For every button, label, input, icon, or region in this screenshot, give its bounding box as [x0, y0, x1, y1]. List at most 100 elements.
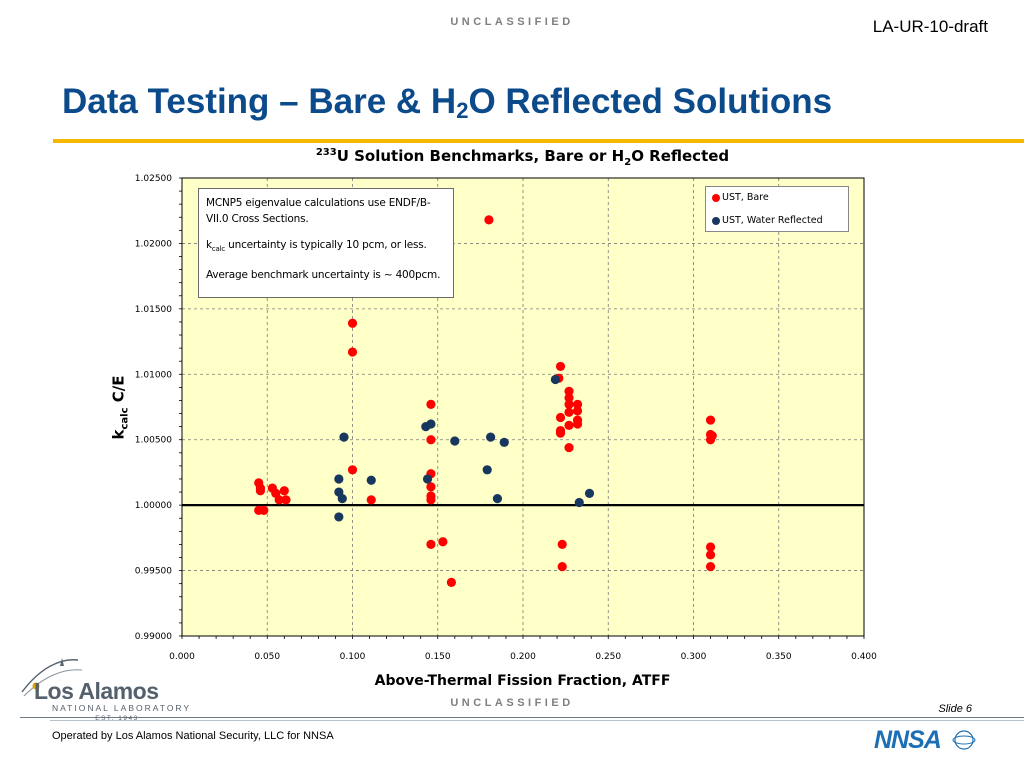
data-point-bare [564, 407, 574, 417]
data-point-reflected [482, 465, 492, 475]
data-point-reflected [486, 432, 496, 442]
data-point-bare [555, 412, 566, 423]
y-tick-label: 1.02000 [135, 239, 172, 249]
x-tick-label: 0.150 [425, 652, 451, 662]
title-divider [53, 139, 1024, 143]
data-point-bare [281, 495, 291, 505]
data-point-bare [564, 399, 574, 409]
data-point-bare [279, 486, 289, 496]
data-point-bare [572, 399, 583, 409]
y-tick-label: 1.00000 [135, 501, 172, 511]
lab-name: Los Alamos [34, 678, 159, 704]
data-point-bare [572, 406, 583, 416]
data-point-reflected [426, 419, 436, 429]
x-tick-label: 0.050 [254, 652, 280, 662]
data-point-bare [555, 361, 566, 372]
nnsa-logo-icon [952, 730, 976, 750]
data-point-bare [557, 539, 567, 550]
annotation-line-benchmark: Average benchmark uncertainty is ~ 400pc… [206, 269, 441, 282]
y-tick-label: 0.99500 [135, 567, 172, 577]
nnsa-logo-text: NNSA [874, 726, 942, 754]
data-point-bare [705, 550, 716, 560]
x-axis-label: Above-Thermal Fission Fraction, ATFF [374, 673, 671, 689]
x-tick-label: 0.350 [766, 652, 792, 662]
data-point-bare [426, 399, 436, 409]
chart-legend: UST, Bare UST, Water Reflected [705, 186, 849, 232]
legend-marker-reflected [712, 217, 720, 225]
data-point-reflected [450, 436, 460, 446]
data-point-bare [572, 419, 583, 429]
slide-title-main: Data Testing – Bare & H [62, 82, 457, 121]
data-point-bare [564, 393, 574, 403]
chart-title-mid: U Solution Benchmarks, Bare or H [336, 147, 625, 165]
data-point-bare [438, 537, 448, 547]
x-tick-label: 0.300 [681, 652, 707, 662]
x-tick-label: 0.400 [851, 652, 877, 662]
legend-label-reflected: UST, Water Reflected [722, 215, 823, 226]
data-point-reflected [334, 474, 344, 484]
lab-established: EST. 1943 [95, 715, 139, 722]
data-point-bare [564, 442, 574, 453]
data-point-reflected [584, 488, 595, 498]
classification-banner-bottom: UNCLASSIFIED [450, 697, 574, 709]
data-point-bare [259, 505, 269, 515]
data-point-bare [347, 347, 358, 357]
data-point-bare [564, 420, 574, 430]
footer-divider-secondary [50, 720, 1024, 721]
data-point-reflected [492, 494, 503, 504]
y-tick-label: 1.01500 [135, 305, 172, 315]
data-point-bare [557, 562, 567, 572]
legend-marker-bare [712, 194, 720, 202]
data-point-bare [366, 495, 376, 505]
lab-subtitle: NATIONAL LABORATORY [52, 703, 192, 713]
annotation-line-kcalc: kcalc uncertainty is typically 10 pcm, o… [206, 237, 446, 257]
x-tick-label: 0.200 [510, 652, 536, 662]
slide-number: Slide 6 [938, 703, 972, 715]
legend-label-bare: UST, Bare [722, 192, 769, 203]
annotation-kcalc-subscript: calc [211, 245, 226, 254]
data-point-bare [555, 428, 566, 438]
slide-title: Data Testing – Bare & H2O Reflected Solu… [62, 82, 832, 124]
data-point-bare [255, 483, 266, 493]
y-tick-label: 0.99000 [135, 632, 172, 642]
data-point-reflected [550, 374, 560, 385]
chart-title-superscript: 233 [315, 147, 337, 158]
y-tick-label: 1.01000 [135, 370, 172, 380]
los-alamos-logo-icon [21, 658, 83, 697]
y-axis-label-end: C/E [109, 375, 128, 408]
data-point-bare [274, 495, 284, 505]
data-point-bare [705, 542, 716, 552]
x-tick-label: 0.100 [340, 652, 366, 662]
x-tick-label: 0.000 [169, 652, 195, 662]
data-point-bare [426, 482, 436, 492]
data-point-reflected [339, 432, 349, 442]
plot-border [181, 177, 865, 637]
footer-divider [20, 717, 1024, 718]
annotation-kcalc-end: uncertainty is typically 10 pcm, or less… [225, 239, 427, 251]
y-axis-label-main: k [109, 429, 128, 440]
data-point-reflected [422, 474, 433, 484]
document-id: LA-UR-10-draft [872, 17, 988, 36]
chart-title-subscript: 2 [624, 157, 632, 168]
data-point-reflected [334, 512, 344, 522]
annotation-box: MCNP5 eigenvalue calculations use ENDF/B… [198, 188, 454, 298]
data-point-reflected [337, 494, 347, 504]
classification-banner-top: UNCLASSIFIED [450, 16, 574, 28]
slide-title-end: O Reflected Solutions [468, 82, 833, 121]
chart-title: 233U Solution Benchmarks, Bare or H2O Re… [0, 147, 1024, 168]
data-point-bare [347, 465, 358, 475]
y-tick-label: 1.02500 [135, 174, 172, 184]
data-point-bare [347, 318, 358, 328]
data-point-reflected [366, 475, 376, 485]
data-point-bare [484, 215, 494, 225]
x-tick-label: 0.250 [595, 652, 621, 662]
slide-title-subscript: 2 [456, 98, 469, 123]
data-point-bare [564, 386, 574, 396]
y-axis-label: kcalc C/E [110, 358, 131, 458]
data-point-bare [707, 431, 717, 441]
operator-statement: Operated by Los Alamos National Security… [52, 730, 334, 742]
data-point-bare [446, 577, 456, 587]
data-point-reflected [574, 497, 584, 508]
annotation-line-cross-sections: MCNP5 eigenvalue calculations use ENDF/B… [206, 197, 431, 225]
y-tick-label: 1.00500 [135, 436, 172, 446]
